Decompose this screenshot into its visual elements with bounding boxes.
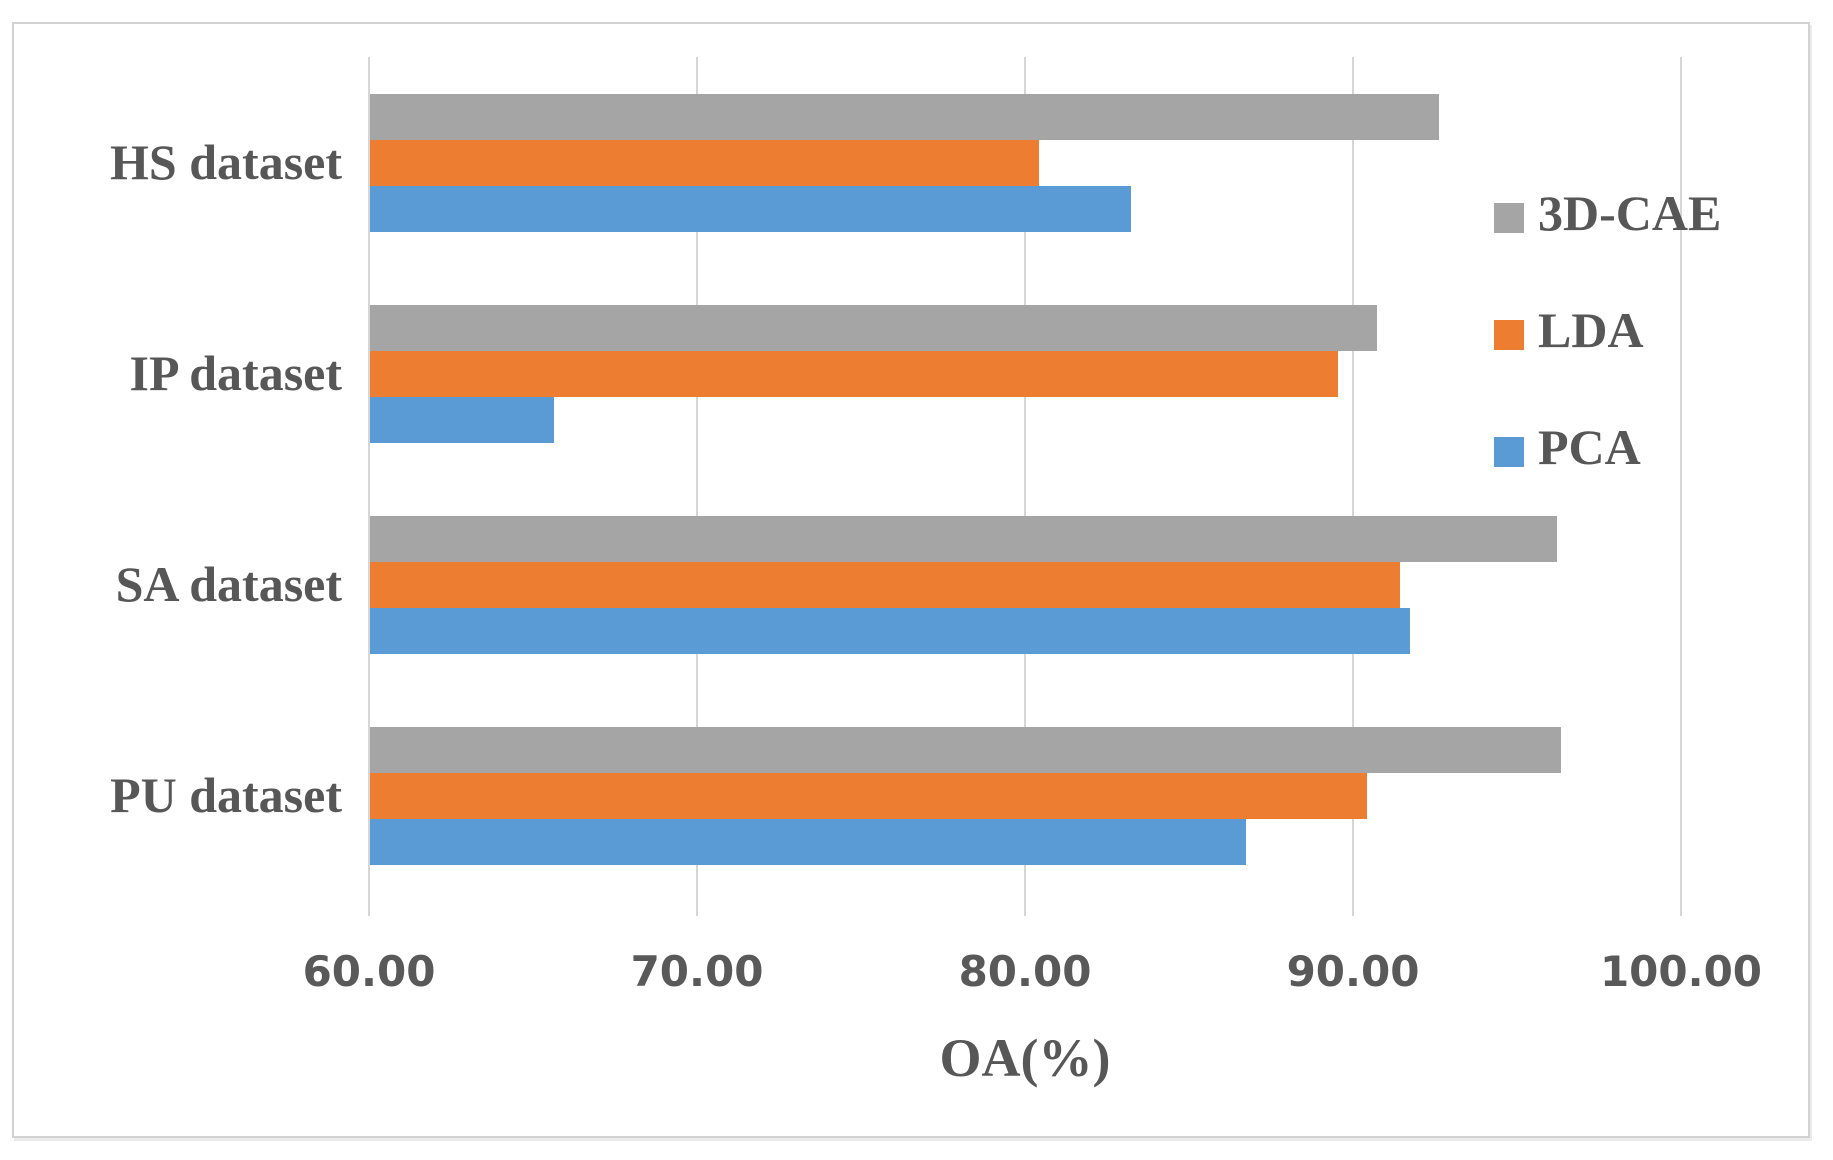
- x-tick-label: 100.00: [1599, 947, 1763, 996]
- x-tick-label: 70.00: [630, 947, 764, 996]
- bar-lda-ip: [370, 350, 1338, 397]
- bar-3d-cae-sa: [370, 516, 1558, 563]
- x-axis-title: OA(%): [939, 1028, 1111, 1088]
- x-tick-label: 80.00: [958, 947, 1092, 996]
- bar-lda-hs: [370, 139, 1040, 186]
- bar-3d-cae-hs: [370, 93, 1440, 140]
- bar-pca-ip: [370, 396, 554, 443]
- bar-lda-pu: [370, 773, 1368, 820]
- x-gridline: [1024, 57, 1026, 916]
- bar-lda-sa: [370, 562, 1400, 609]
- bar-3d-cae-pu: [370, 727, 1561, 774]
- x-tick-label: 60.00: [302, 947, 436, 996]
- category-label: IP dataset: [129, 344, 343, 401]
- figure-frame: 60.00 70.00 80.00 90.00 100.00 HS dataset IP d…: [12, 22, 1810, 1138]
- legend-label: PCA: [1538, 419, 1641, 475]
- x-gridline: [1680, 57, 1682, 916]
- legend-marker-pca: [1494, 437, 1524, 467]
- x-gridline: [368, 57, 370, 916]
- category-label: HS dataset: [110, 133, 342, 190]
- x-gridline: [696, 57, 698, 916]
- x-gridline: [1352, 57, 1354, 916]
- bar-pca-hs: [370, 185, 1131, 232]
- bar-pca-pu: [370, 819, 1246, 866]
- bar-3d-cae-ip: [370, 304, 1377, 351]
- legend-marker-lda: [1494, 320, 1524, 350]
- legend-label: LDA: [1538, 302, 1644, 358]
- category-label: SA dataset: [115, 555, 342, 612]
- x-tick-label: 90.00: [1286, 947, 1420, 996]
- legend-marker-3d-cae: [1494, 203, 1524, 233]
- bar-pca-sa: [370, 608, 1410, 655]
- legend-label: 3D-CAE: [1538, 185, 1722, 241]
- category-label: PU dataset: [110, 767, 342, 824]
